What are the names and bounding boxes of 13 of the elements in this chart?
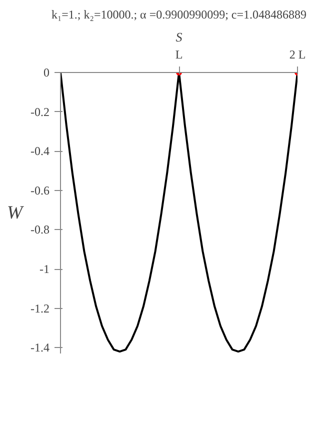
y-tick-label: 0 <box>44 66 50 80</box>
x-tick-label: 2 L <box>289 48 306 62</box>
y-tick-label: -1.2 <box>30 301 50 316</box>
chart-title: k₁=1.; k₂=10000.; α =0.9900990099; c=1.048486889 <box>51 8 307 22</box>
y-axis-title: W <box>6 202 24 224</box>
y-tick-label: -0.6 <box>30 183 50 198</box>
x-axis-title: S <box>176 30 183 44</box>
y-tick-label: -1 <box>40 262 50 276</box>
y-tick-label: -0.8 <box>30 222 50 237</box>
y-tick-label: -1.4 <box>30 340 50 355</box>
x-tick-label: L <box>175 48 183 62</box>
y-tick-label: -0.2 <box>30 104 50 119</box>
y-tick-label: -0.4 <box>30 144 50 158</box>
